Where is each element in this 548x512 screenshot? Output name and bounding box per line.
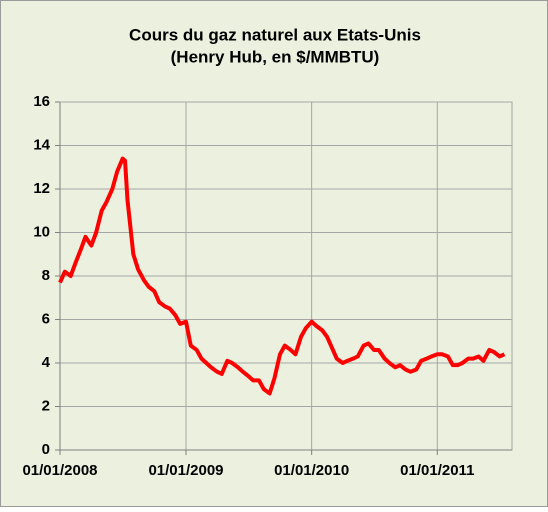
- y-tick-label: 2: [42, 397, 50, 414]
- chart-title: Cours du gaz naturel aux Etats-Unis: [129, 25, 421, 44]
- data-line: [58, 156, 506, 396]
- x-tick-label: 01/01/2008: [22, 462, 97, 479]
- y-tick-label: 10: [33, 223, 50, 240]
- x-tick-label: 01/01/2009: [148, 462, 223, 479]
- y-tick-label: 14: [33, 136, 50, 153]
- y-tick-label: 6: [42, 310, 50, 327]
- x-tick-label: 01/01/2010: [274, 462, 349, 479]
- x-tick-label: 01/01/2011: [400, 462, 474, 479]
- y-tick-label: 0: [42, 441, 50, 458]
- y-tick-label: 4: [42, 354, 51, 371]
- y-tick-label: 16: [33, 93, 50, 110]
- y-tick-label: 8: [42, 267, 50, 284]
- y-tick-label: 12: [33, 180, 50, 197]
- chart-subtitle: (Henry Hub, en $/MMBTU): [171, 47, 380, 66]
